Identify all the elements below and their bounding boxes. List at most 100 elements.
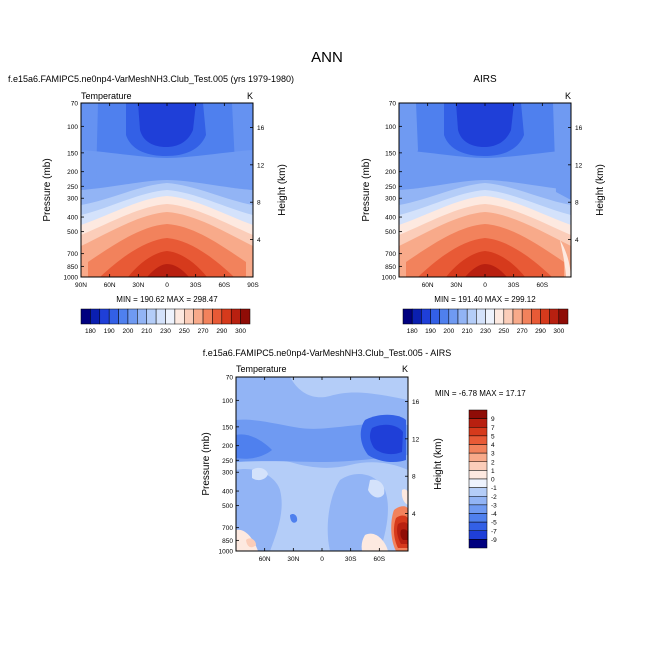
colorbar-label: 270	[198, 328, 209, 335]
y-right-tick-label: 16	[412, 399, 420, 406]
colorbar-swatch	[137, 308, 147, 325]
y-tick-label: 400	[67, 215, 78, 222]
colorbar-swatch	[468, 452, 488, 462]
colorbar-swatch	[411, 308, 422, 325]
colorbar-swatch	[202, 308, 213, 325]
colorbar-label: 200	[443, 328, 454, 335]
panel-model-field	[81, 103, 253, 277]
panel-obs-ylabel-right: Height (km)	[595, 164, 606, 216]
colorbar-swatch	[90, 308, 101, 325]
y-tick-label: 300	[67, 196, 78, 203]
panel-model-stats: MIN = 190.62 MAX = 298.47	[116, 295, 218, 304]
panel-obs-x-ticks: 60N 30N 0 30S 60S	[422, 103, 549, 289]
panel-diff-units: K	[402, 364, 408, 374]
colorbar-swatch	[430, 308, 440, 325]
colorbar-swatch	[457, 308, 468, 325]
y-tick-label: 300	[385, 196, 396, 203]
colorbar-label: 300	[553, 328, 564, 335]
colorbar-swatch	[165, 308, 176, 325]
colorbar-label: 2	[491, 459, 495, 466]
colorbar-swatch	[448, 308, 459, 325]
colorbar-swatch	[503, 308, 514, 325]
y-right-tick-label: 4	[575, 237, 579, 244]
x-tick-label: 60S	[219, 282, 231, 289]
colorbar-swatch	[468, 504, 488, 514]
colorbar-label: 200	[123, 328, 134, 335]
panel-model-units: K	[247, 91, 253, 101]
y-tick-label: 150	[222, 424, 233, 431]
colorbar-label: 180	[407, 328, 418, 335]
y-right-tick-label: 8	[412, 474, 416, 481]
colorbar-label: 270	[517, 328, 528, 335]
panel-obs-y-ticks: 70 100 150 200 250 300 400 500 700 850 1000 16 12 8 4	[382, 101, 583, 282]
panel-diff-title: f.e15a6.FAMIPC5.ne0np4-VarMeshNH3.Club_T…	[203, 348, 451, 358]
y-right-tick-label: 8	[257, 200, 261, 207]
colorbar-swatch	[468, 521, 488, 531]
colorbar-swatch	[468, 478, 488, 488]
y-tick-label: 200	[67, 169, 78, 176]
y-tick-label: 200	[222, 443, 233, 450]
colorbar-swatch	[468, 539, 488, 549]
colorbar-label: 3	[491, 451, 495, 458]
panel-obs-field	[399, 103, 571, 277]
colorbar-label: -4	[491, 511, 497, 518]
colorbar-label: 210	[141, 328, 152, 335]
panel-model-ylabel: Pressure (mb)	[42, 158, 53, 221]
x-tick-label: 0	[320, 556, 324, 563]
colorbar-swatch	[468, 427, 488, 437]
colorbar-swatch	[402, 308, 413, 325]
colorbar-swatch	[540, 308, 550, 325]
colorbar-swatch	[193, 308, 204, 325]
colorbar-swatch	[494, 308, 505, 325]
colorbar-swatch	[468, 435, 488, 445]
colorbar-label: 230	[160, 328, 171, 335]
colorbar-swatch	[184, 308, 194, 325]
colorbar-swatch	[146, 308, 157, 325]
colorbar-swatch	[439, 308, 450, 325]
colorbar-swatch	[466, 308, 477, 325]
y-tick-label: 400	[222, 489, 233, 496]
colorbar-swatch	[468, 487, 488, 497]
colorbar-swatch	[174, 308, 185, 325]
colorbar-label: 290	[535, 328, 546, 335]
colorbar-swatch	[421, 308, 431, 325]
colorbar-label: -5	[491, 520, 497, 527]
y-tick-label: 500	[222, 503, 233, 510]
colorbar-swatch	[512, 308, 523, 325]
y-tick-label: 70	[71, 101, 79, 108]
panel-model-ylabel-right: Height (km)	[277, 164, 288, 216]
y-tick-label: 200	[385, 169, 396, 176]
colorbar-swatch	[80, 308, 91, 325]
y-tick-label: 100	[67, 124, 78, 131]
x-tick-label: 60S	[374, 556, 386, 563]
y-tick-label: 700	[222, 525, 233, 532]
x-tick-label: 30S	[190, 282, 202, 289]
y-tick-label: 1000	[382, 275, 397, 282]
colorbar-swatch	[476, 308, 486, 325]
x-tick-label: 90S	[247, 282, 259, 289]
colorbar-swatch	[468, 513, 488, 523]
panel-model-colorbar: 180 190 200 210 230 250 270 290 300	[80, 308, 251, 335]
y-right-tick-label: 12	[257, 162, 265, 169]
colorbar-swatch	[521, 308, 532, 325]
colorbar-label: 250	[179, 328, 190, 335]
colorbar-swatch	[468, 418, 488, 428]
y-tick-label: 300	[222, 470, 233, 477]
panel-diff-field	[236, 377, 408, 551]
x-tick-label: 60N	[259, 556, 271, 563]
panel-obs-title: AIRS	[473, 74, 497, 85]
x-tick-label: 0	[483, 282, 487, 289]
panel-diff-y-ticks: 70 100 150 200 250 300 400 500 700 850 1000 16 12 8 4	[219, 375, 420, 556]
colorbar-label: 4	[491, 442, 495, 449]
colorbar-swatch	[468, 470, 488, 480]
colorbar-label: 7	[491, 425, 495, 432]
y-tick-label: 250	[222, 458, 233, 465]
colorbar-label: 300	[235, 328, 246, 335]
x-tick-label: 90N	[75, 282, 87, 289]
colorbar-swatch	[127, 308, 138, 325]
panel-model-y-ticks: 70 100 150 200 250 300 400 500 700 850 1000 16 12 8 4	[64, 101, 265, 282]
y-right-tick-label: 4	[257, 237, 261, 244]
colorbar-label: 250	[498, 328, 509, 335]
colorbar-label: 5	[491, 433, 495, 440]
